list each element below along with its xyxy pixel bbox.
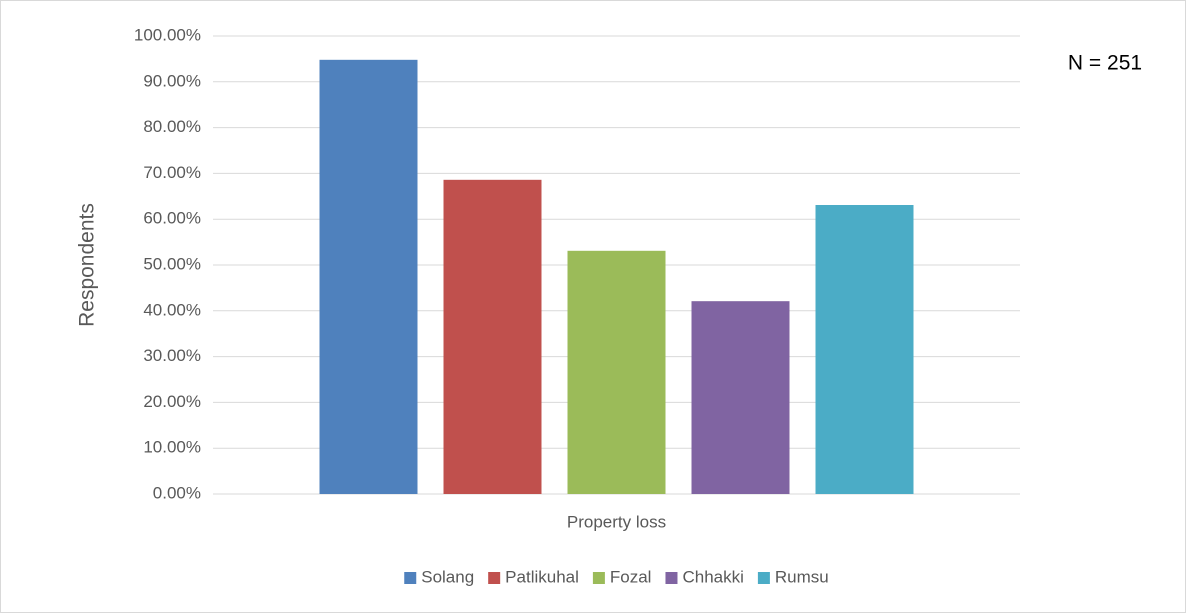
y-tick-label: 10.00% (143, 438, 201, 457)
y-tick-label: 40.00% (143, 300, 201, 319)
x-tick-label: Property loss (567, 512, 666, 531)
y-tick-label: 50.00% (143, 254, 201, 273)
y-tick-label: 90.00% (143, 71, 201, 90)
y-tick-label: 30.00% (143, 346, 201, 365)
y-tick-label: 80.00% (143, 117, 201, 136)
y-tick-label: 100.00% (134, 25, 201, 44)
y-axis-title: Respondents (76, 203, 99, 327)
legend-swatch (592, 572, 605, 584)
legend-swatch (665, 572, 678, 584)
bar (567, 250, 666, 494)
y-tick-label: 0.00% (153, 483, 201, 502)
annotation: N = 251 (1068, 52, 1142, 75)
legend-label: Fozal (610, 567, 652, 586)
bar (815, 205, 914, 494)
legend-label: Chhakki (682, 567, 743, 586)
bar (443, 179, 542, 494)
y-tick-label: 20.00% (143, 392, 201, 411)
y-tick-label: 70.00% (143, 163, 201, 182)
legend-label: Solang (421, 567, 474, 586)
legend-swatch (488, 572, 501, 584)
legend-label: Rumsu (775, 567, 829, 586)
legend-label: Patlikuhal (505, 567, 579, 586)
bar (691, 301, 790, 494)
legend-swatch (404, 572, 417, 584)
y-tick-label: 60.00% (143, 209, 201, 228)
bar (319, 59, 418, 494)
legend-swatch (757, 572, 770, 584)
